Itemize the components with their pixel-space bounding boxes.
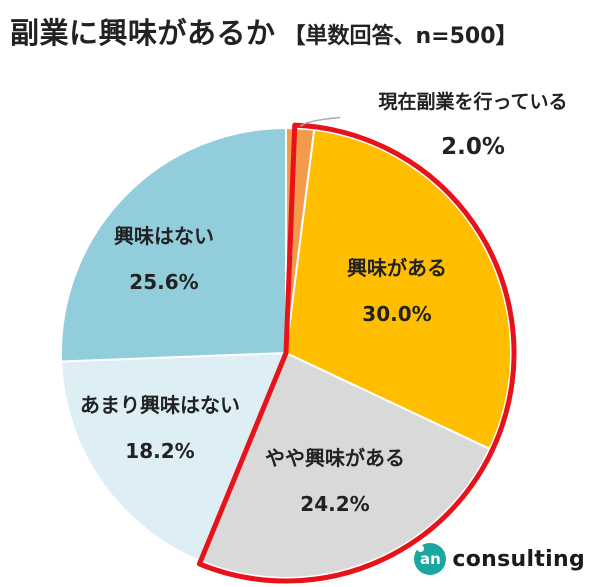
slice-label-2: 興味がある [347,256,447,280]
slice-value-2: 30.0% [362,302,431,326]
slice-value-1: 2.0% [441,134,505,160]
logo-mark-icon: an [414,543,447,575]
callout-group [299,116,341,127]
highlight-outline [196,122,517,584]
chart-title: 副業に興味があるか [10,16,276,50]
slice-value-4: 18.2% [125,439,194,463]
slice-label-3: やや興味がある [265,446,405,470]
slice-label-4: あまり興味はない [80,393,240,417]
highlight-group [196,122,517,584]
pie-slice-2 [284,128,513,451]
slice-label-1: 現在副業を行っている [378,90,567,113]
pie-slice-5 [60,126,287,363]
company-logo: an consulting [414,543,585,575]
callout-line [299,116,341,127]
chart-header: 副業に興味があるか 【単数回答、n=500】 [10,10,518,52]
slice-value-5: 25.6% [129,270,198,294]
slice-labels: 現在副業を行っている 2.0% 興味がある 30.0% やや興味がある 24.2% あまり興… [80,90,568,516]
pie-slice-3 [199,351,491,579]
pie-slice-4 [60,351,288,563]
pie-slices [60,126,513,579]
slice-value-3: 24.2% [300,492,369,516]
chart-subtitle: 【単数回答、n=500】 [283,24,518,49]
slice-label-5: 興味はない [114,224,214,248]
logo-text: consulting [452,546,585,572]
